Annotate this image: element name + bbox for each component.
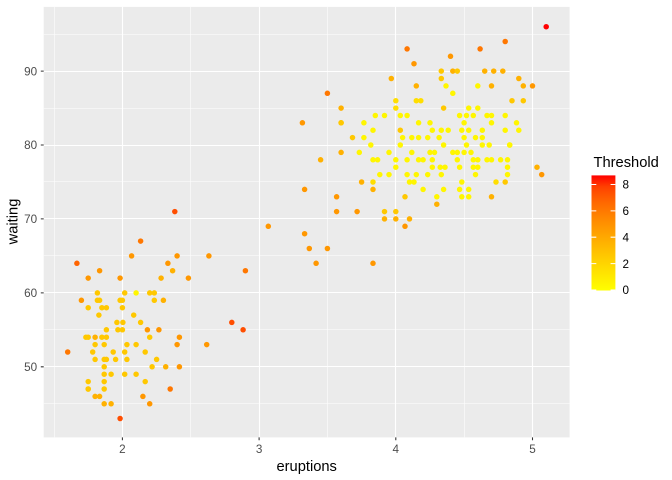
- svg-text:90: 90: [24, 65, 38, 78]
- svg-text:80: 80: [24, 139, 38, 152]
- svg-text:waiting: waiting: [5, 199, 21, 246]
- svg-text:50: 50: [24, 361, 38, 374]
- svg-text:5: 5: [529, 443, 536, 456]
- svg-text:Threshold: Threshold: [594, 155, 659, 171]
- svg-text:eruptions: eruptions: [276, 459, 336, 475]
- svg-text:2: 2: [119, 443, 126, 456]
- svg-text:4: 4: [623, 231, 630, 244]
- svg-text:8: 8: [623, 179, 630, 192]
- svg-text:4: 4: [393, 443, 400, 456]
- svg-text:60: 60: [24, 287, 38, 300]
- svg-text:0: 0: [623, 284, 630, 297]
- svg-text:3: 3: [256, 443, 263, 456]
- svg-text:70: 70: [24, 213, 38, 226]
- svg-text:6: 6: [623, 205, 630, 218]
- svg-text:2: 2: [623, 258, 630, 271]
